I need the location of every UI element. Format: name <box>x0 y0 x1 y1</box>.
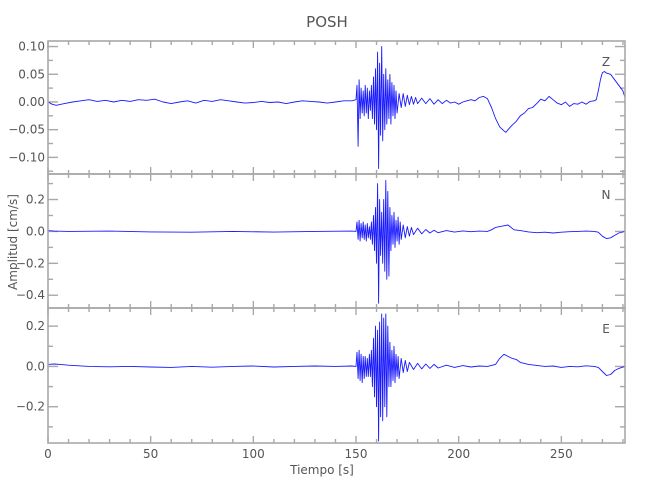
y-tick-label: −0.4 <box>16 288 45 302</box>
x-axis-label: Tiempo [s] <box>289 463 354 477</box>
y-tick-label: 0.00 <box>18 95 45 109</box>
y-tick-label: −0.2 <box>16 256 45 270</box>
x-tick-label: 50 <box>143 447 158 461</box>
x-tick-label: 100 <box>242 447 265 461</box>
x-tick-label: 0 <box>44 447 52 461</box>
panel-frame <box>47 40 626 175</box>
component-label: E <box>602 322 610 336</box>
panel-frame <box>47 173 626 309</box>
x-tick-label: 200 <box>447 447 470 461</box>
y-axis-label: Amplitud [cm/s] <box>6 194 20 290</box>
panel-e: 0.2 0.0 −0.2 E <box>16 307 626 444</box>
panel-frame <box>47 307 626 444</box>
y-tick-label: −0.2 <box>16 400 45 414</box>
panel-z: 0.10 0.05 0.00 −0.05 −0.10 Z <box>8 40 626 175</box>
y-tick-label: 0.0 <box>26 359 45 373</box>
y-tick-label: 0.0 <box>26 224 45 238</box>
y-tick-label: −0.05 <box>8 123 45 137</box>
component-label: Z <box>602 55 610 69</box>
y-tick-label: 0.2 <box>26 193 45 207</box>
x-tick-label: 250 <box>550 447 573 461</box>
trace-z <box>47 46 626 169</box>
chart-title: POSH <box>306 13 348 31</box>
component-label: N <box>602 188 611 202</box>
panel-n: 0.2 0.0 −0.2 −0.4 N <box>16 173 626 309</box>
trace-e <box>47 313 626 442</box>
y-tick-label: 0.05 <box>18 67 45 81</box>
trace-n <box>47 179 626 304</box>
y-tick-label: −0.10 <box>8 150 45 164</box>
y-tick-label: 0.2 <box>26 319 45 333</box>
y-tick-label: 0.10 <box>18 40 45 54</box>
x-tick-label: 150 <box>345 447 368 461</box>
